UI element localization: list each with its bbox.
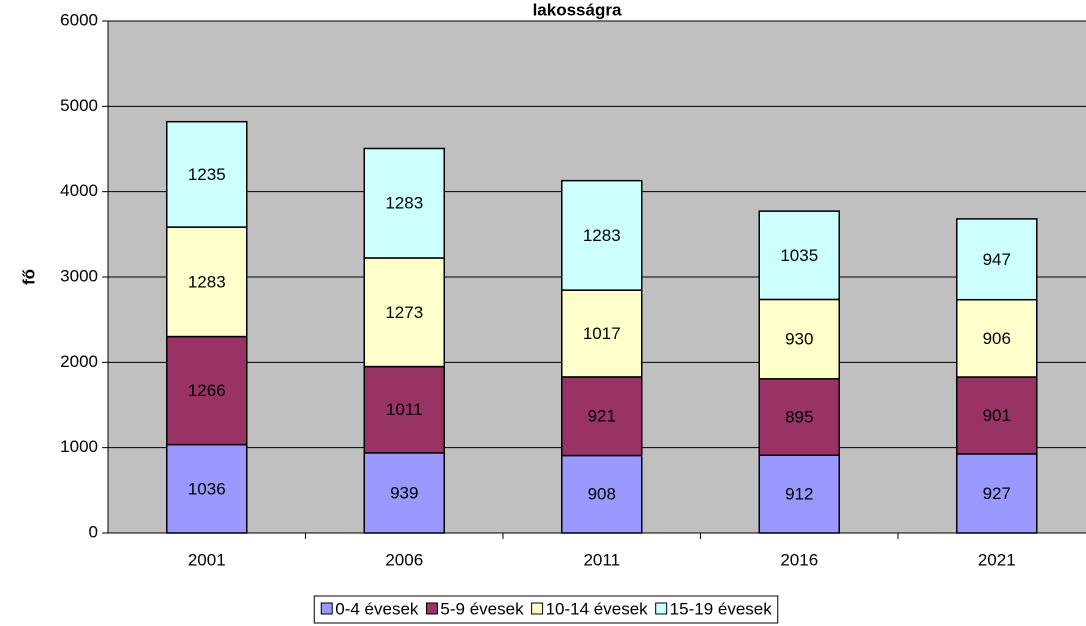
value-label: 906 <box>983 329 1011 348</box>
chart-title: lakosságra <box>533 0 622 19</box>
bar-segment <box>758 298 840 380</box>
x-tick-label: 2001 <box>188 550 226 569</box>
value-label: 939 <box>390 483 418 502</box>
y-axis-label: fő <box>19 269 38 285</box>
x-tick-label: 2016 <box>780 550 818 569</box>
legend-label: 0-4 évesek <box>335 599 419 618</box>
value-label: 908 <box>588 485 616 504</box>
x-tick-label: 2021 <box>978 550 1016 569</box>
y-tick-label: 0 <box>89 522 98 541</box>
y-tick-label: 2000 <box>60 352 98 371</box>
value-label: 1011 <box>386 400 423 419</box>
legend-label: 15-19 évesek <box>670 599 773 618</box>
bar-segment <box>561 179 643 291</box>
value-label: 1283 <box>385 194 423 213</box>
value-label: 927 <box>983 484 1011 503</box>
y-tick-label: 1000 <box>60 437 98 456</box>
value-label: 947 <box>983 250 1011 269</box>
value-label: 901 <box>983 406 1011 425</box>
bar-segment <box>758 210 840 301</box>
legend-label: 10-14 évesek <box>546 599 649 618</box>
legend-box <box>313 595 779 624</box>
bar-segment <box>166 443 248 534</box>
bar-segment <box>363 452 445 534</box>
value-label: 1273 <box>385 303 423 322</box>
legend-swatch <box>531 602 544 615</box>
y-tick-label: 6000 <box>60 10 98 29</box>
bar-segment <box>363 147 445 259</box>
bar-segment <box>166 120 248 228</box>
x-tick-label: 2006 <box>385 550 423 569</box>
bar-segment <box>166 335 248 446</box>
y-tick-label: 5000 <box>60 96 98 115</box>
legend-swatch <box>655 602 668 615</box>
bar-segment <box>758 454 840 534</box>
value-label: 1036 <box>188 479 226 498</box>
bar-segment <box>363 365 445 454</box>
value-label: 1035 <box>780 246 818 265</box>
value-label: 1283 <box>583 226 621 245</box>
bar-segment <box>561 376 643 457</box>
bar-segment <box>561 454 643 534</box>
value-label: 912 <box>785 485 813 504</box>
legend: 0-4 évesek 5-9 évesek 10-14 évesek 15-19 év… <box>313 595 779 624</box>
bar-segment <box>956 453 1038 534</box>
bar-segment <box>956 218 1038 301</box>
bar-segment <box>956 298 1038 378</box>
y-tick-label: 3000 <box>60 266 98 285</box>
value-label: 1266 <box>188 381 226 400</box>
value-label: 895 <box>785 407 813 426</box>
value-label: 1235 <box>188 165 226 184</box>
legend-label: 5-9 évesek <box>440 599 524 618</box>
legend-swatch <box>320 602 333 615</box>
bar-segment <box>363 257 445 368</box>
x-tick-label: 2011 <box>583 550 620 569</box>
y-tick-label: 4000 <box>60 181 98 200</box>
legend-swatch <box>425 602 438 615</box>
value-label: 930 <box>785 330 813 349</box>
value-label: 1283 <box>188 272 226 291</box>
value-label: 1017 <box>583 324 621 343</box>
value-label: 921 <box>588 407 616 426</box>
